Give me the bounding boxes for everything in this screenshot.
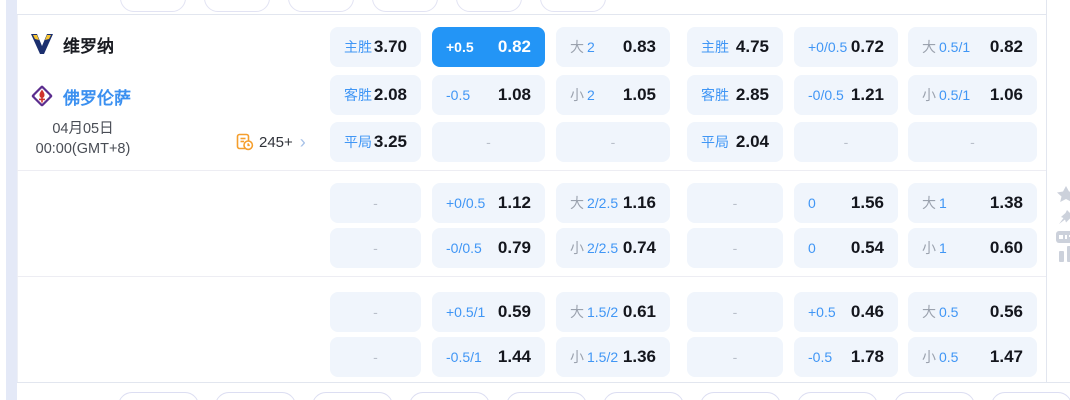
away-team-row[interactable]: 佛罗伦萨	[30, 84, 131, 108]
verona-logo-icon	[31, 34, 53, 54]
left-accent-strip	[6, 0, 17, 400]
tab-pill[interactable]	[991, 392, 1070, 400]
odds-cell[interactable]: 大 1.5/2 0.61	[556, 292, 670, 332]
tab-pill[interactable]	[700, 392, 781, 400]
block-divider	[17, 276, 1046, 277]
bar-chart-icon[interactable]	[1054, 246, 1070, 262]
pin-icon[interactable]	[1054, 209, 1070, 225]
odds-cell-selected[interactable]: +0.5 0.82	[432, 27, 545, 67]
odds-cell[interactable]: 小 0.5 1.47	[908, 337, 1037, 377]
odds-cell[interactable]: 主胜 4.75	[687, 27, 783, 67]
odds-cell-empty: -	[687, 183, 783, 223]
tab-pill[interactable]	[372, 0, 438, 12]
odds-cell-empty: -	[330, 228, 421, 268]
odds-cell[interactable]: 小 1 0.60	[908, 228, 1037, 268]
tab-pill[interactable]	[288, 0, 354, 12]
odds-cell-empty: -	[908, 122, 1037, 162]
star-icon[interactable]	[1054, 186, 1070, 202]
odds-cell[interactable]: -0/0.5 1.21	[794, 75, 898, 115]
home-team-name: 维罗纳	[63, 36, 114, 56]
odds-cell[interactable]: 小 0.5/1 1.06	[908, 75, 1037, 115]
tab-pill[interactable]	[603, 392, 684, 400]
tab-pill[interactable]	[540, 0, 606, 12]
odds-cell[interactable]: 0 1.56	[794, 183, 898, 223]
odds-cell[interactable]: 小 2/2.5 0.74	[556, 228, 670, 268]
odds-cell[interactable]: -0/0.5 0.79	[432, 228, 545, 268]
odds-cell-empty: -	[794, 122, 898, 162]
odds-cell[interactable]: 客胜 2.85	[687, 75, 783, 115]
odds-cell[interactable]: -0.5 1.08	[432, 75, 545, 115]
card-top-border	[17, 14, 1046, 15]
odds-cell[interactable]: 大 2 0.83	[556, 27, 670, 67]
odds-cell[interactable]: +0.5 0.46	[794, 292, 898, 332]
odds-cell-empty: -	[330, 292, 421, 332]
chevron-right-icon: ›	[299, 132, 306, 152]
tab-pill[interactable]	[456, 0, 522, 12]
tab-pill[interactable]	[204, 0, 270, 12]
odds-cell-empty: -	[687, 228, 783, 268]
fiorentina-logo-icon	[31, 85, 53, 107]
odds-cell-empty: -	[330, 337, 421, 377]
odds-cell[interactable]: -0.5 1.78	[794, 337, 898, 377]
markets-count: 245+	[259, 133, 293, 151]
odds-cell[interactable]: 大 0.5/1 0.82	[908, 27, 1037, 67]
odds-cell[interactable]: 0 0.54	[794, 228, 898, 268]
odds-cell[interactable]: 小 1.5/2 1.36	[556, 337, 670, 377]
match-time: 04月05日 00:00(GMT+8)	[18, 119, 148, 159]
tab-pill[interactable]	[118, 392, 199, 400]
odds-cell[interactable]: 小 2 1.05	[556, 75, 670, 115]
match-date: 04月05日	[52, 121, 114, 137]
odds-cell[interactable]: +0/0.5 1.12	[432, 183, 545, 223]
odds-cell[interactable]: +0.5/1 0.59	[432, 292, 545, 332]
tab-pill[interactable]	[506, 392, 587, 400]
tab-pill[interactable]	[120, 0, 186, 12]
markets-count-icon	[236, 133, 254, 151]
more-markets-link[interactable]: 245+ ›	[236, 133, 306, 151]
home-team-row[interactable]: 维罗纳	[30, 32, 114, 56]
odds-cell[interactable]: -0.5/1 1.44	[432, 337, 545, 377]
odds-cell[interactable]: 主胜 3.70	[330, 27, 421, 67]
odds-cell[interactable]: 平局 2.04	[687, 122, 783, 162]
block-divider	[17, 170, 1046, 171]
match-kickoff: 00:00(GMT+8)	[35, 141, 131, 157]
tab-pill[interactable]	[215, 392, 296, 400]
odds-cell-empty: -	[432, 122, 545, 162]
odds-cell[interactable]: +0/0.5 0.72	[794, 27, 898, 67]
tab-pill[interactable]	[894, 392, 975, 400]
card-left-border	[17, 15, 18, 383]
odds-cell-empty: -	[330, 183, 421, 223]
gif-badge-icon[interactable]	[1054, 229, 1070, 245]
odds-cell[interactable]: 大 1 1.38	[908, 183, 1037, 223]
tab-pill[interactable]	[409, 392, 490, 400]
odds-cell[interactable]: 大 2/2.5 1.16	[556, 183, 670, 223]
tab-pill[interactable]	[312, 392, 393, 400]
odds-cell[interactable]: 平局 3.25	[330, 122, 421, 162]
card-bottom-border	[17, 382, 1070, 383]
odds-cell-empty: -	[687, 292, 783, 332]
odds-cell[interactable]: 客胜 2.08	[330, 75, 421, 115]
odds-cell[interactable]: 大 0.5 0.56	[908, 292, 1037, 332]
odds-cell-empty: -	[687, 337, 783, 377]
away-team-name: 佛罗伦萨	[63, 88, 131, 108]
odds-cell-empty: -	[556, 122, 670, 162]
tab-pill[interactable]	[797, 392, 878, 400]
